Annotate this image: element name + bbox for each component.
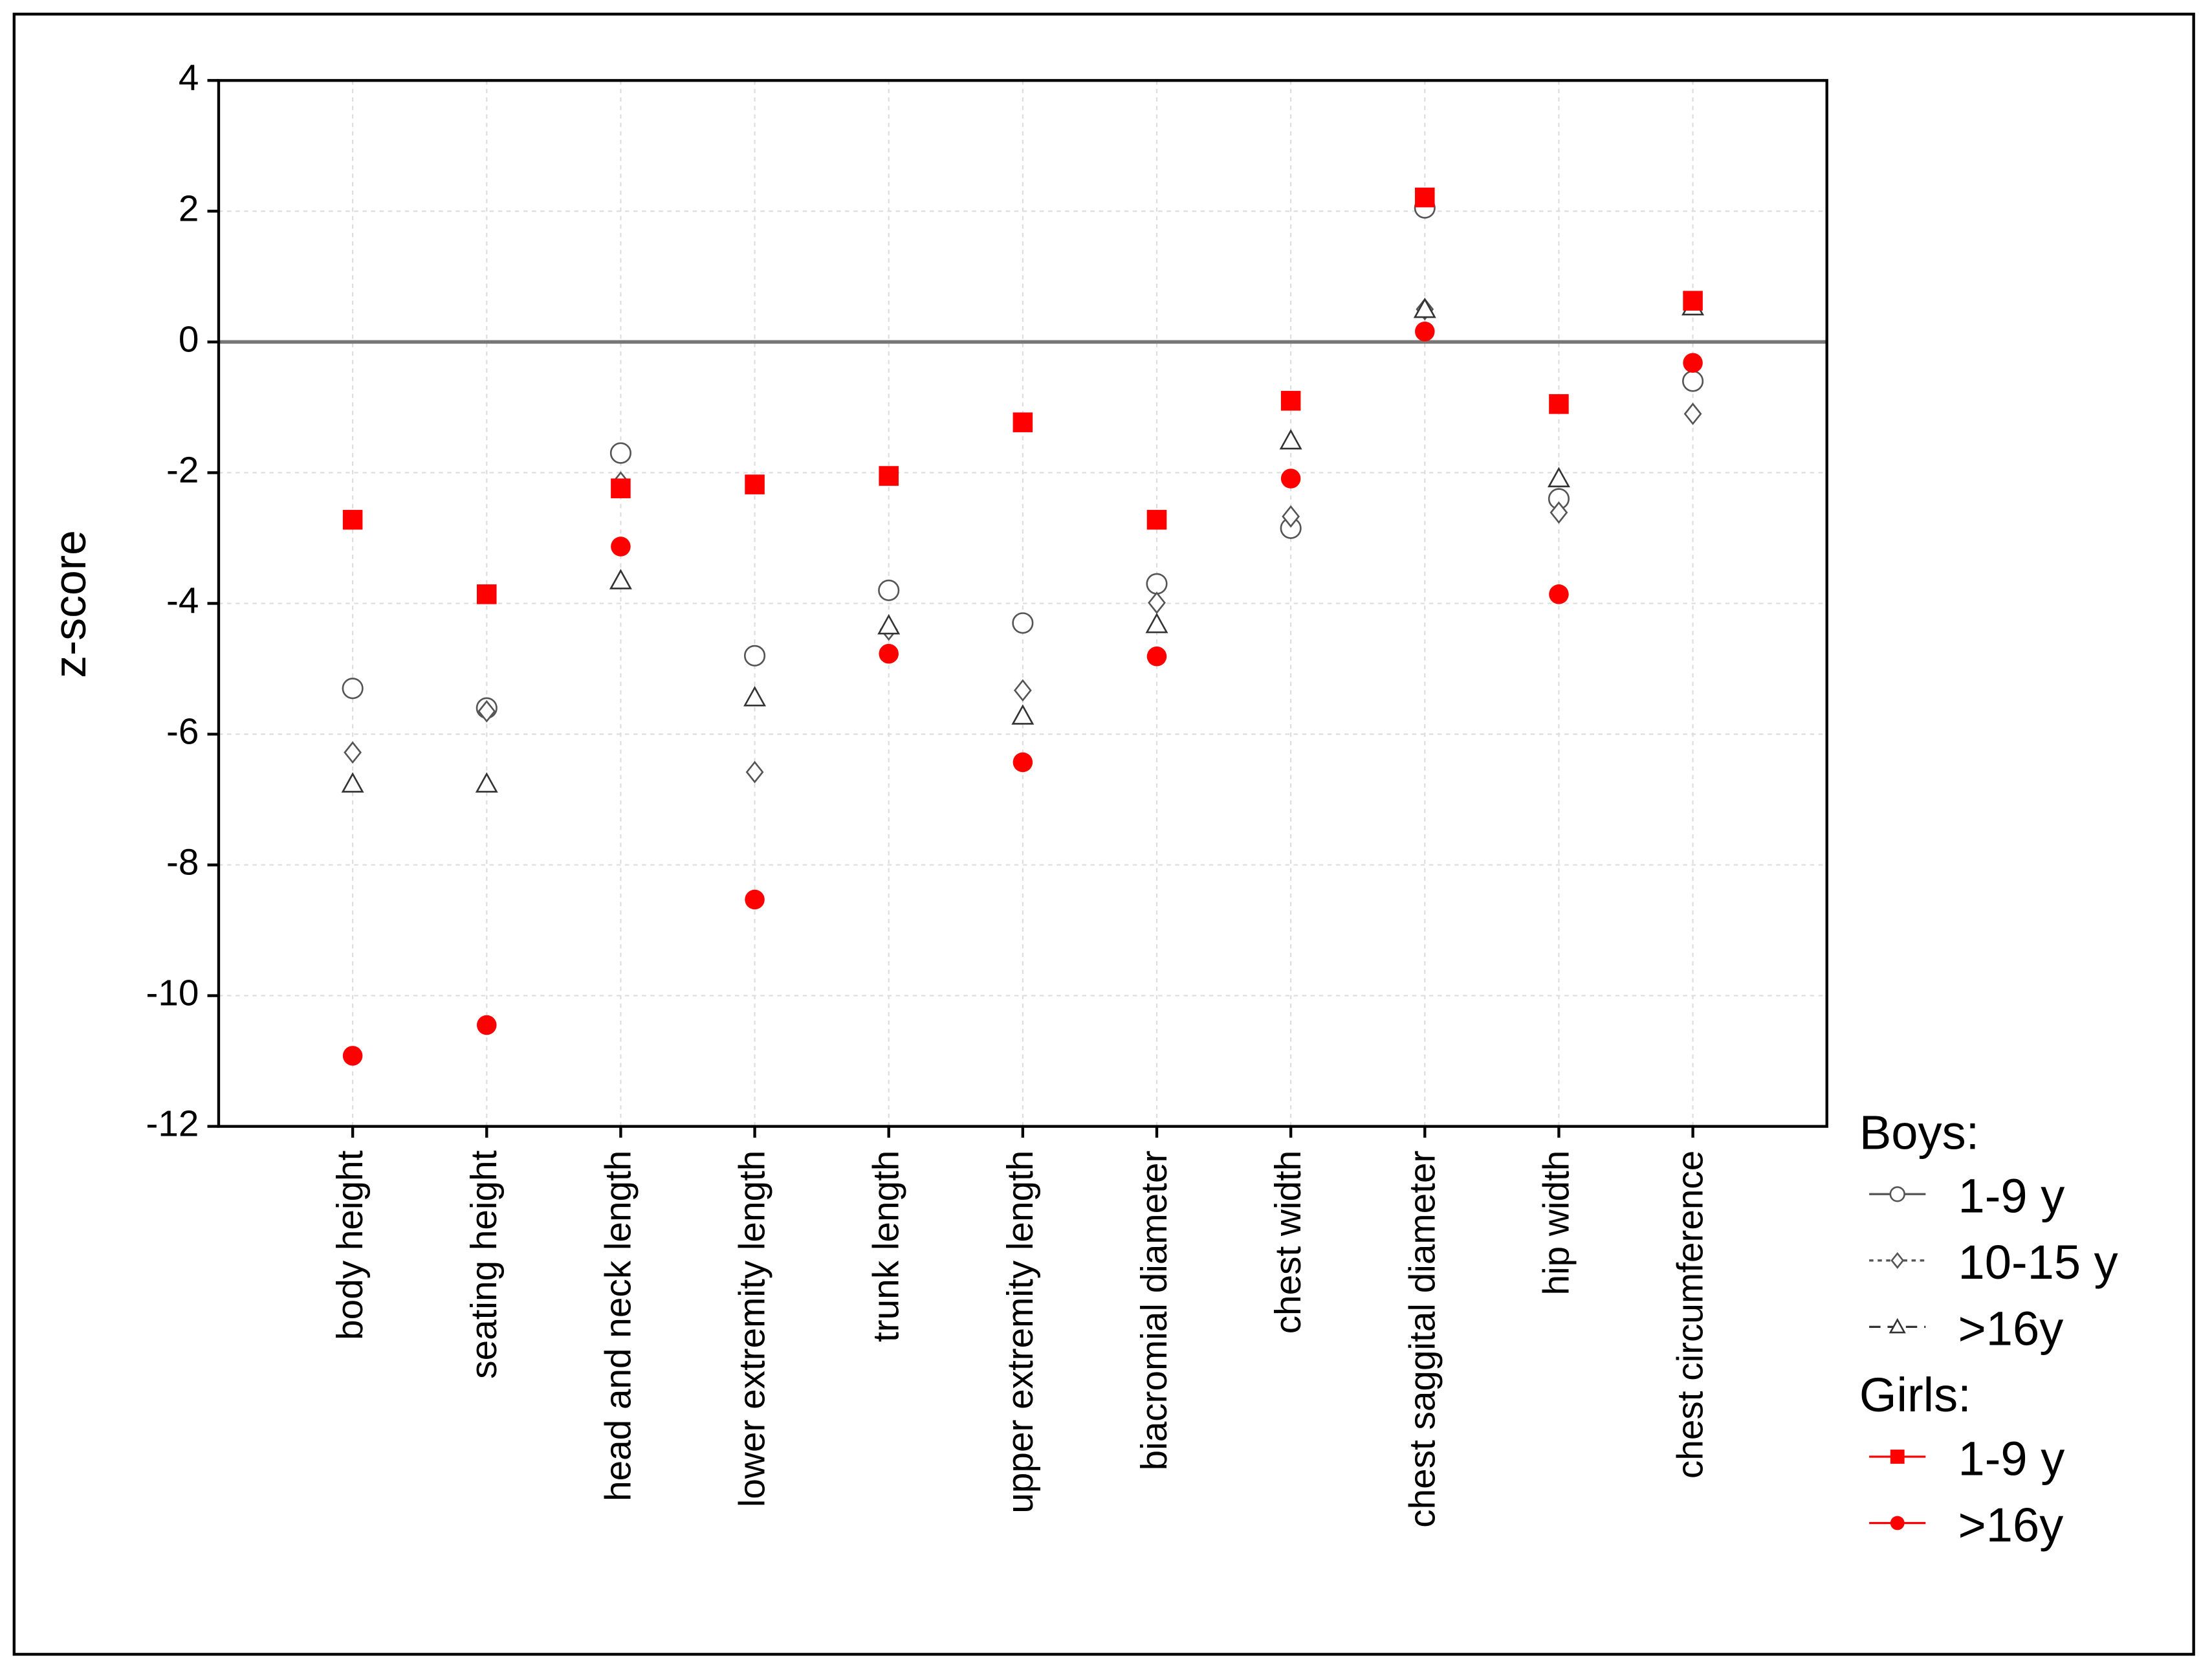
marker-triangle [1279, 428, 1302, 450]
marker-circle [1280, 469, 1301, 489]
legend-label: 1-9 y [1958, 1169, 2065, 1223]
y-axis-label: z-score [45, 530, 95, 678]
marker-diamond [1890, 1252, 1905, 1269]
marker-circle [611, 536, 631, 557]
marker-circle [1683, 353, 1703, 373]
marker-square [745, 474, 765, 494]
marker-circle [342, 678, 364, 700]
y-tick-label: 0 [179, 319, 199, 360]
marker-circle [1013, 752, 1033, 773]
marker-triangle [341, 772, 364, 793]
marker-triangle [1145, 612, 1168, 634]
y-tick-label: -8 [166, 843, 199, 883]
legend-label: 10-15 y [1958, 1235, 2118, 1289]
y-tick-label: 2 [179, 188, 199, 229]
x-tick-label: trunk length [866, 1151, 907, 1342]
marker-square [342, 509, 363, 530]
x-tick-label: seating height [464, 1150, 505, 1378]
marker-diamond [477, 700, 496, 723]
marker-diamond [745, 760, 764, 784]
marker-diamond [1549, 501, 1568, 524]
marker-square [477, 584, 497, 604]
legend-label: >16y [1958, 1302, 2064, 1356]
marker-diamond [1683, 403, 1702, 425]
x-tick-label: biacromial diameter [1134, 1151, 1175, 1471]
marker-circle [1146, 646, 1167, 667]
marker-circle [878, 579, 900, 601]
legend-group-title: Boys: [1859, 1105, 1979, 1159]
y-tick-label: -12 [146, 1104, 199, 1145]
y-tick-label: -2 [166, 450, 199, 491]
frame [12, 12, 2195, 1656]
marker-diamond [1148, 591, 1166, 614]
marker-circle [1146, 573, 1168, 595]
marker-triangle [1547, 467, 1570, 488]
y-tick-label: -10 [146, 973, 199, 1014]
marker-triangle [1889, 1318, 1906, 1334]
marker-triangle [609, 569, 632, 590]
marker-circle [1682, 370, 1704, 392]
marker-square [1280, 391, 1301, 411]
marker-square [1146, 509, 1167, 530]
marker-diamond [344, 741, 362, 764]
marker-square [1890, 1450, 1905, 1464]
x-tick-label: chest saggital diameter [1402, 1151, 1443, 1528]
marker-triangle [877, 613, 901, 635]
x-tick-label: upper extremity length [1000, 1151, 1041, 1514]
plot-border [217, 79, 1828, 1128]
marker-triangle [1011, 704, 1035, 725]
marker-circle [609, 442, 631, 464]
marker-square [1549, 394, 1569, 414]
x-tick-label: hip width [1536, 1151, 1577, 1296]
y-tick-label: 4 [179, 58, 199, 98]
marker-triangle [743, 685, 767, 707]
marker-triangle [475, 772, 498, 793]
marker-circle [1012, 612, 1034, 634]
legend-group-title: Girls: [1859, 1368, 1971, 1422]
marker-circle [1415, 321, 1435, 342]
x-tick-label: lower extremity length [732, 1151, 773, 1507]
marker-square [1415, 187, 1435, 208]
y-tick-label: -4 [166, 580, 199, 621]
marker-square [611, 478, 631, 498]
marker-diamond [1282, 505, 1300, 528]
marker-square [1683, 291, 1703, 311]
marker-triangle [1413, 297, 1436, 318]
marker-circle [1890, 1516, 1905, 1530]
marker-square [1013, 412, 1033, 432]
x-tick-label: body height [330, 1150, 371, 1340]
marker-circle [1889, 1186, 1905, 1202]
x-tick-label: chest width [1268, 1151, 1309, 1334]
marker-circle [477, 1015, 497, 1035]
marker-circle [1549, 584, 1569, 604]
legend-label: >16y [1958, 1498, 2064, 1552]
legend-label: 1-9 y [1958, 1431, 2065, 1485]
x-tick-label: chest circumference [1670, 1151, 1711, 1479]
x-tick-label: head and neck length [598, 1151, 639, 1501]
marker-diamond [1013, 679, 1032, 702]
y-tick-label: -6 [166, 711, 199, 752]
marker-square [879, 466, 899, 486]
marker-circle [342, 1046, 363, 1066]
marker-circle [745, 889, 765, 910]
marker-circle [879, 643, 899, 664]
marker-circle [743, 645, 766, 667]
